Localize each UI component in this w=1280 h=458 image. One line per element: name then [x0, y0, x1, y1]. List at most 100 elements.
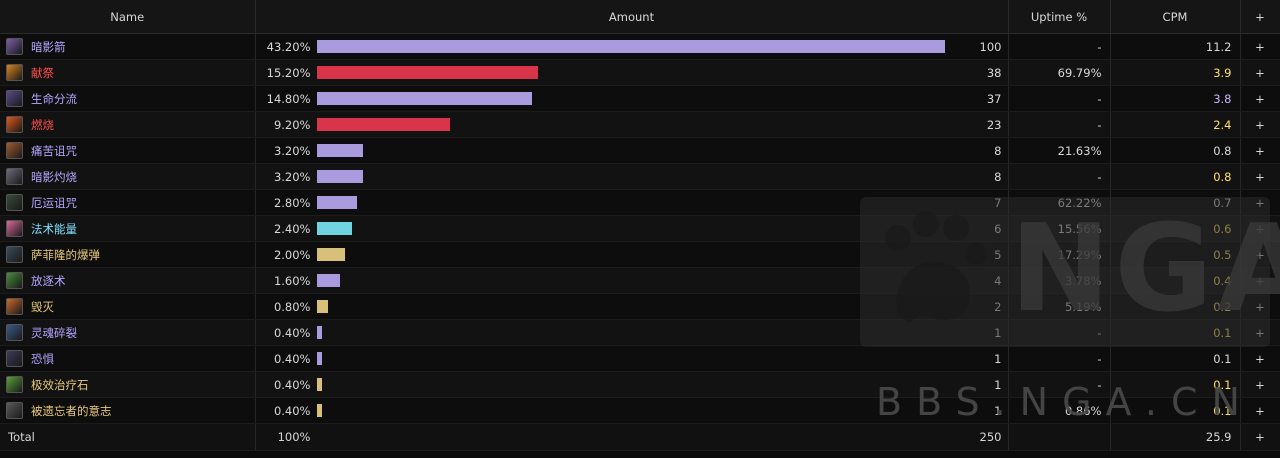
amount-bar-track [316, 378, 957, 391]
total-amount-cell: 100% 250 [255, 423, 1009, 451]
column-header-cpm[interactable]: CPM [1110, 0, 1241, 34]
row-expand-button[interactable]: + [1240, 319, 1280, 346]
row-expand-button[interactable]: + [1240, 293, 1280, 320]
amount-bar [316, 300, 329, 313]
shadowburn-icon [6, 168, 23, 185]
table-row[interactable]: 放逐术 1.60% 4 3.78% 0.4 + [0, 267, 1280, 294]
amount-value: 1 [994, 403, 1002, 418]
spell-name[interactable]: 法术能量 [31, 221, 77, 236]
spell-name[interactable]: 极效治疗石 [31, 377, 89, 392]
amount-value: 6 [994, 221, 1002, 236]
amount-percent: 2.80% [273, 195, 311, 210]
amount-value: 38 [986, 65, 1002, 80]
row-expand-button[interactable]: + [1240, 111, 1280, 138]
cpm-value: 0.8 [1110, 137, 1241, 164]
row-expand-button[interactable]: + [1240, 59, 1280, 86]
amount-cell: 2.80% 7 [255, 189, 1009, 216]
name-cell: 痛苦诅咒 [0, 137, 256, 164]
shadow-bolt-icon [6, 38, 23, 55]
immolate-icon [6, 64, 23, 81]
table-row[interactable]: 法术能量 2.40% 6 15.56% 0.6 + [0, 215, 1280, 242]
column-header-expand[interactable]: + [1240, 0, 1280, 34]
arcane-power-icon [6, 220, 23, 237]
row-expand-button[interactable]: + [1240, 85, 1280, 112]
spell-name[interactable]: 萨菲隆的爆弹 [31, 247, 100, 262]
amount-percent: 0.40% [273, 351, 311, 366]
row-expand-button[interactable]: + [1240, 397, 1280, 424]
uptime-value: - [1008, 33, 1111, 60]
row-expand-button[interactable]: + [1240, 371, 1280, 398]
column-header-amount[interactable]: Amount [255, 0, 1009, 34]
spell-name[interactable]: 灵魂碎裂 [31, 325, 77, 340]
amount-bar [316, 170, 363, 183]
table-row[interactable]: 毁灭 0.80% 2 5.19% 0.2 + [0, 293, 1280, 320]
cpm-value: 0.7 [1110, 189, 1241, 216]
amount-cell: 2.00% 5 [255, 241, 1009, 268]
amount-bar-track [316, 196, 957, 209]
row-expand-button[interactable]: + [1240, 241, 1280, 268]
table-row[interactable]: 灵魂碎裂 0.40% 1 - 0.1 + [0, 319, 1280, 346]
table-row[interactable]: 献祭 15.20% 38 69.79% 3.9 + [0, 59, 1280, 86]
table-row[interactable]: 燃烧 9.20% 23 - 2.4 + [0, 111, 1280, 138]
name-cell: 厄运诅咒 [0, 189, 256, 216]
spell-name[interactable]: 燃烧 [31, 117, 54, 132]
amount-cell: 2.40% 6 [255, 215, 1009, 242]
uptime-value: - [1008, 345, 1111, 372]
amount-percent: 9.20% [273, 117, 311, 132]
will-of-the-forsaken-icon [6, 402, 23, 419]
spell-name[interactable]: 毁灭 [31, 299, 54, 314]
table-row[interactable]: 暗影箭 43.20% 100 - 11.2 + [0, 33, 1280, 60]
table-row[interactable]: 极效治疗石 0.40% 1 - 0.1 + [0, 371, 1280, 398]
uptime-value: 15.56% [1008, 215, 1111, 242]
amount-percent: 0.40% [273, 403, 311, 418]
spell-name[interactable]: 放逐术 [31, 273, 66, 288]
table-row[interactable]: 厄运诅咒 2.80% 7 62.22% 0.7 + [0, 189, 1280, 216]
uptime-value: - [1008, 371, 1111, 398]
total-expand-button[interactable]: + [1240, 423, 1280, 451]
name-cell: 生命分流 [0, 85, 256, 112]
spell-name[interactable]: 生命分流 [31, 91, 77, 106]
amount-bar [316, 326, 323, 339]
table-row[interactable]: 恐惧 0.40% 1 - 0.1 + [0, 345, 1280, 372]
incinerate-icon [6, 116, 23, 133]
table-row[interactable]: 被遗忘者的意志 0.40% 1 0.86% 0.1 + [0, 397, 1280, 424]
table-row[interactable]: 生命分流 14.80% 37 - 3.8 + [0, 85, 1280, 112]
row-expand-button[interactable]: + [1240, 163, 1280, 190]
name-cell: 萨菲隆的爆弹 [0, 241, 256, 268]
amount-cell: 1.60% 4 [255, 267, 1009, 294]
amount-bar-track [316, 66, 957, 79]
amount-percent: 1.60% [273, 273, 311, 288]
table-row[interactable]: 萨菲隆的爆弹 2.00% 5 17.29% 0.5 + [0, 241, 1280, 268]
amount-value: 4 [994, 273, 1002, 288]
soulshatter-icon [6, 324, 23, 341]
row-expand-button[interactable]: + [1240, 137, 1280, 164]
column-header-name[interactable]: Name [0, 0, 256, 34]
spell-name[interactable]: 暗影灼烧 [31, 169, 77, 184]
amount-percent: 2.40% [273, 221, 311, 236]
spell-name[interactable]: 厄运诅咒 [31, 195, 77, 210]
name-cell: 灵魂碎裂 [0, 319, 256, 346]
cpm-value: 0.1 [1110, 371, 1241, 398]
name-cell: 暗影灼烧 [0, 163, 256, 190]
row-expand-button[interactable]: + [1240, 267, 1280, 294]
amount-value: 8 [994, 169, 1002, 184]
cpm-value: 2.4 [1110, 111, 1241, 138]
table-row[interactable]: 暗影灼烧 3.20% 8 - 0.8 + [0, 163, 1280, 190]
column-header-uptime[interactable]: Uptime % [1008, 0, 1111, 34]
healthstone-icon [6, 376, 23, 393]
amount-value: 37 [986, 91, 1002, 106]
amount-cell: 0.40% 1 [255, 397, 1009, 424]
spell-name[interactable]: 痛苦诅咒 [31, 143, 77, 158]
amount-bar-track [316, 326, 957, 339]
spell-name[interactable]: 献祭 [31, 65, 54, 80]
spell-name[interactable]: 被遗忘者的意志 [31, 403, 112, 418]
table-row[interactable]: 痛苦诅咒 3.20% 8 21.63% 0.8 + [0, 137, 1280, 164]
row-expand-button[interactable]: + [1240, 189, 1280, 216]
row-expand-button[interactable]: + [1240, 215, 1280, 242]
amount-percent: 14.80% [266, 91, 311, 106]
spell-name[interactable]: 暗影箭 [31, 39, 66, 54]
spell-name[interactable]: 恐惧 [31, 351, 54, 366]
amount-bar [316, 222, 352, 235]
row-expand-button[interactable]: + [1240, 33, 1280, 60]
row-expand-button[interactable]: + [1240, 345, 1280, 372]
